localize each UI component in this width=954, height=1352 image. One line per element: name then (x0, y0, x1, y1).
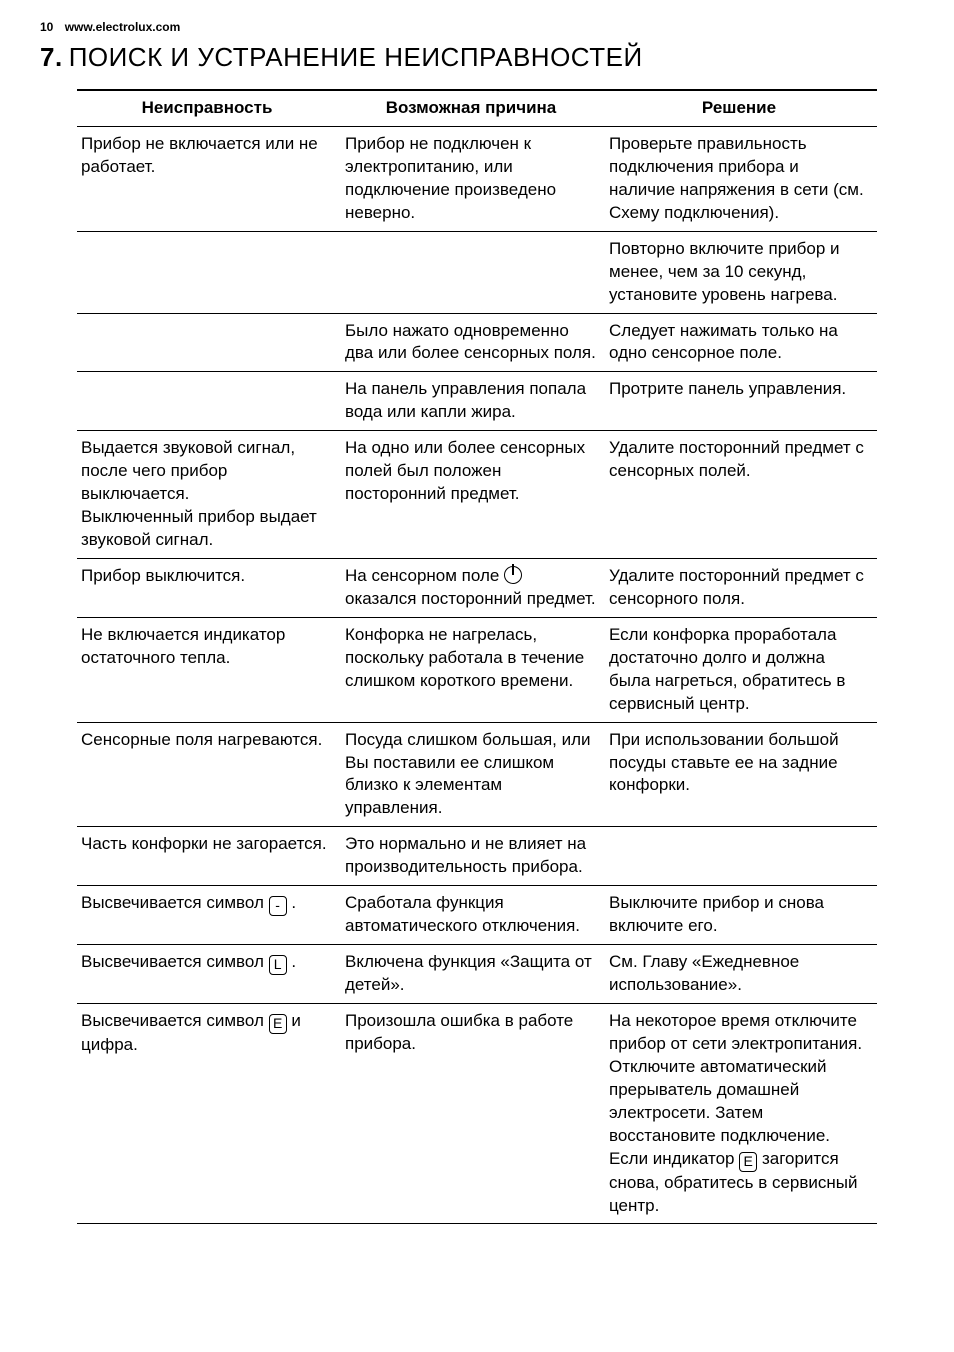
table-row: На панель управления попала вода или кап… (77, 372, 877, 431)
cell-solution: См. Главу «Ежедневное использование». (605, 945, 877, 1004)
cell-cause: Произошла ошибка в работе прибора. (341, 1003, 605, 1224)
cell-problem (77, 231, 341, 313)
table-header-row: Неисправность Возможная причина Решение (77, 90, 877, 126)
table-row: Повторно включите прибор и менее, чем за… (77, 231, 877, 313)
table-row: Прибор не включается или не работает.При… (77, 126, 877, 231)
cell-cause: Сработала функция автоматического отключ… (341, 886, 605, 945)
symbol-E-icon: E (739, 1152, 757, 1172)
cell-cause (341, 231, 605, 313)
table-row: Не включается индикатор остаточного тепл… (77, 617, 877, 722)
section-title-text: ПОИСК И УСТРАНЕНИЕ НЕИСПРАВНОСТЕЙ (69, 42, 643, 72)
cell-cause: Включена функция «Защита от детей». (341, 945, 605, 1004)
table-row: Сенсорные поля нагреваются.Посуда слишко… (77, 722, 877, 827)
cell-cause: На сенсорном поле оказался посторонний п… (341, 558, 605, 617)
col-cause: Возможная причина (341, 90, 605, 126)
table-row: Часть конфорки не загорается.Это нормаль… (77, 827, 877, 886)
cell-cause: На панель управления попала вода или кап… (341, 372, 605, 431)
power-icon (504, 566, 522, 584)
site-url: www.electrolux.com (65, 20, 181, 34)
cell-problem: Прибор не включается или не работает. (77, 126, 341, 231)
cell-cause: Конфорка не нагрелась, поскольку работал… (341, 617, 605, 722)
symbol---icon: - (269, 896, 287, 916)
table-row: Высвечивается символ L .Включена функция… (77, 945, 877, 1004)
table-row: Высвечивается символ E и цифра.Произошла… (77, 1003, 877, 1224)
cell-problem: Высвечивается символ E и цифра. (77, 1003, 341, 1224)
cell-cause: Прибор не подключен к электропитанию, ил… (341, 126, 605, 231)
cell-problem (77, 372, 341, 431)
cell-solution: Повторно включите прибор и менее, чем за… (605, 231, 877, 313)
cell-solution: Выключите прибор и снова включите его. (605, 886, 877, 945)
cell-problem: Высвечивается символ L . (77, 945, 341, 1004)
cell-solution: Удалите посторонний предмет с сенсорного… (605, 558, 877, 617)
cell-cause: На одно или более сенсорных полей был по… (341, 431, 605, 559)
cell-cause: Это нормально и не влияет на производите… (341, 827, 605, 886)
cell-solution: При использовании большой посуды ставьте… (605, 722, 877, 827)
cell-solution: Протрите панель управления. (605, 372, 877, 431)
cell-solution: Следует нажимать только на одно сенсорно… (605, 313, 877, 372)
cell-cause: Было нажато одновременно два или более с… (341, 313, 605, 372)
cell-solution: На некоторое время отключите прибор от с… (605, 1003, 877, 1224)
table-row: Прибор выключится.На сенсорном поле оказ… (77, 558, 877, 617)
col-solution: Решение (605, 90, 877, 126)
page-number: 10 (40, 20, 53, 34)
cell-problem: Прибор выключится. (77, 558, 341, 617)
cell-problem: Высвечивается символ - . (77, 886, 341, 945)
symbol-E-icon: E (269, 1014, 287, 1034)
table-row: Высвечивается символ - .Сработала функци… (77, 886, 877, 945)
cell-solution: Удалите посторонний предмет с сенсорных … (605, 431, 877, 559)
cell-solution: Проверьте правильность подключения прибо… (605, 126, 877, 231)
cell-problem (77, 313, 341, 372)
cell-problem: Часть конфорки не загорается. (77, 827, 341, 886)
table-row: Было нажато одновременно два или более с… (77, 313, 877, 372)
cell-problem: Сенсорные поля нагреваются. (77, 722, 341, 827)
symbol-L-icon: L (269, 955, 287, 975)
table-row: Выдается звуковой сигнал, после чего при… (77, 431, 877, 559)
section-number: 7. (40, 42, 63, 72)
cell-cause: Посуда слишком большая, или Вы поставили… (341, 722, 605, 827)
col-problem: Неисправность (77, 90, 341, 126)
cell-solution (605, 827, 877, 886)
page-header: 10 www.electrolux.com (40, 20, 914, 34)
troubleshooting-table: Неисправность Возможная причина Решение … (77, 89, 877, 1224)
section-title: 7.ПОИСК И УСТРАНЕНИЕ НЕИСПРАВНОСТЕЙ (40, 42, 914, 73)
cell-problem: Выдается звуковой сигнал, после чего при… (77, 431, 341, 559)
cell-solution: Если конфорка проработала достаточно дол… (605, 617, 877, 722)
cell-problem: Не включается индикатор остаточного тепл… (77, 617, 341, 722)
